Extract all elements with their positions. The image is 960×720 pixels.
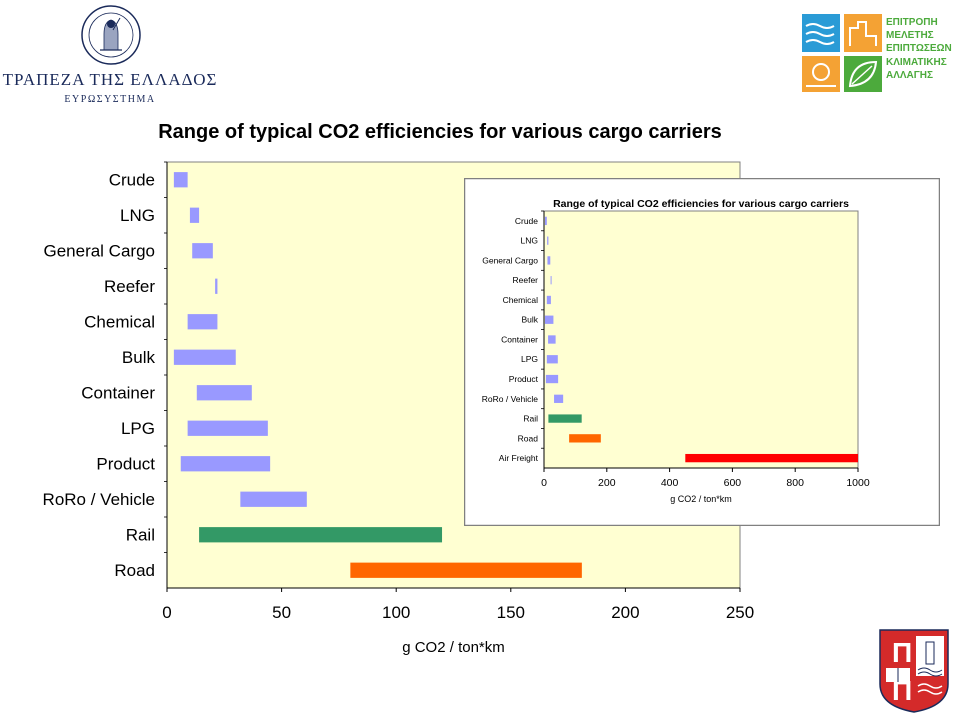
range-bar bbox=[189, 207, 200, 223]
logo-letter: Π bbox=[892, 637, 912, 668]
category-label: Product bbox=[96, 455, 155, 474]
category-label: RoRo / Vehicle bbox=[43, 490, 155, 509]
committee-line: ΜΕΛΕΤΗΣ bbox=[886, 30, 934, 42]
category-label: Bulk bbox=[521, 315, 538, 325]
category-label: Rail bbox=[126, 526, 155, 545]
range-bar bbox=[550, 276, 552, 285]
range-bar bbox=[547, 236, 549, 245]
committee-name: ΕΠΙΤΡΟΠΗ ΜΕΛΕΤΗΣ ΕΠΙΠΤΩΣΕΩΝ ΚΛΙΜΑΤΙΚΗΣ Α… bbox=[886, 16, 952, 82]
committee-line: ΑΛΛΑΓΗΣ bbox=[886, 69, 934, 81]
x-tick-label: 200 bbox=[611, 603, 639, 622]
category-label: LNG bbox=[521, 236, 538, 246]
category-label: LPG bbox=[121, 419, 155, 438]
category-label: General Cargo bbox=[43, 242, 155, 261]
range-bar bbox=[554, 394, 564, 403]
range-bar bbox=[546, 295, 551, 305]
range-bar bbox=[544, 315, 554, 324]
x-tick-label: 150 bbox=[497, 603, 525, 622]
range-bar bbox=[187, 314, 218, 330]
category-label: Container bbox=[501, 334, 538, 344]
climate-committee-logo: ΕΠΙΤΡΟΠΗ ΜΕΛΕΤΗΣ ΕΠΙΠΤΩΣΕΩΝ ΚΛΙΜΑΤΙΚΗΣ Α… bbox=[800, 12, 952, 94]
range-bar bbox=[196, 385, 252, 401]
x-tick-label: 400 bbox=[661, 477, 679, 489]
category-label: Reefer bbox=[512, 275, 538, 285]
category-label: Reefer bbox=[104, 277, 155, 296]
bank-name: ΤΡΑΠΕΖΑ ΤΗΣ ΕΛΛΑΔΟΣ bbox=[2, 70, 218, 89]
x-tick-label: 50 bbox=[272, 603, 291, 622]
category-label: LNG bbox=[120, 206, 155, 225]
category-label: Road bbox=[114, 561, 155, 580]
x-tick-label: 0 bbox=[541, 477, 547, 489]
x-tick-label: 200 bbox=[598, 477, 616, 489]
x-axis-label: g CO2 / ton*km bbox=[402, 639, 505, 656]
category-label: Container bbox=[81, 384, 155, 403]
committee-emblem-icon bbox=[802, 14, 882, 92]
committee-line: ΕΠΙΠΤΩΣΕΩΝ bbox=[886, 43, 952, 55]
bank-subtitle: ΕΥΡΩΣΥΣΤΗΜΑ bbox=[64, 94, 156, 105]
range-bar bbox=[173, 172, 188, 188]
category-label: Bulk bbox=[122, 348, 156, 367]
range-bar bbox=[187, 420, 268, 436]
chart-title: Range of typical CO2 efficiencies for va… bbox=[158, 121, 722, 143]
inset-chart-title: Range of typical CO2 efficiencies for va… bbox=[553, 198, 849, 210]
range-bar bbox=[173, 349, 236, 365]
x-tick-label: 600 bbox=[724, 477, 742, 489]
range-bar bbox=[215, 278, 218, 294]
bank-of-greece-logo: ΤΡΑΠΕΖΑ ΤΗΣ ΕΛΛΑΔΟΣ ΕΥΡΩΣΥΣΤΗΜΑ bbox=[0, 0, 230, 110]
x-tick-label: 100 bbox=[382, 603, 410, 622]
range-bar bbox=[685, 453, 858, 463]
category-label: Rail bbox=[523, 414, 538, 424]
range-bar bbox=[199, 527, 443, 543]
bank-seal-icon bbox=[81, 5, 141, 65]
category-label: Crude bbox=[515, 216, 538, 226]
category-label: LPG bbox=[521, 354, 538, 364]
university-logo-icon: Π Π bbox=[879, 629, 949, 713]
committee-line: ΚΛΙΜΑΤΙΚΗΣ bbox=[886, 56, 947, 68]
range-bar bbox=[569, 434, 601, 443]
category-label: Crude bbox=[109, 171, 155, 190]
range-bar bbox=[544, 216, 547, 226]
category-label: Air Freight bbox=[499, 453, 539, 463]
x-tick-label: 0 bbox=[162, 603, 171, 622]
category-label: General Cargo bbox=[482, 255, 538, 265]
range-bar bbox=[350, 562, 582, 578]
range-bar bbox=[240, 491, 307, 507]
inset-range-chart: Range of typical CO2 efficiencies for va… bbox=[464, 178, 940, 526]
category-label: Chemical bbox=[84, 313, 155, 332]
x-tick-label: 1000 bbox=[846, 477, 870, 489]
range-bar bbox=[545, 374, 559, 384]
range-bar bbox=[548, 335, 556, 344]
range-bar bbox=[546, 355, 558, 364]
category-label: Chemical bbox=[503, 295, 539, 305]
committee-line: ΕΠΙΤΡΟΠΗ bbox=[886, 17, 938, 28]
category-label: Product bbox=[509, 374, 539, 384]
plot-area bbox=[543, 210, 859, 469]
range-bar bbox=[180, 456, 271, 472]
x-tick-label: 800 bbox=[786, 477, 804, 489]
x-axis-label: g CO2 / ton*km bbox=[670, 494, 732, 504]
x-tick-label: 250 bbox=[726, 603, 754, 622]
range-bar bbox=[547, 256, 551, 265]
category-label: RoRo / Vehicle bbox=[482, 394, 538, 404]
logo-letter: Π bbox=[892, 675, 912, 706]
range-bar bbox=[548, 414, 582, 423]
range-bar bbox=[192, 243, 213, 259]
category-label: Road bbox=[518, 433, 539, 443]
